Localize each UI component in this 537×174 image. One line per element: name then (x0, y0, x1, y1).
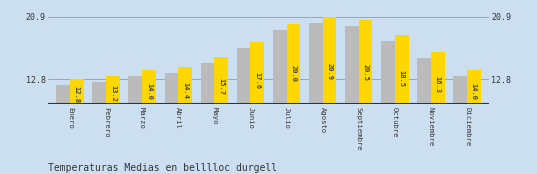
Bar (201, 63, 214, 174)
Bar (395, 35, 409, 174)
Bar (287, 24, 300, 174)
Bar (273, 30, 287, 174)
Bar (237, 48, 250, 174)
Bar (128, 76, 142, 174)
Bar (92, 82, 106, 174)
Bar (323, 17, 336, 174)
Bar (467, 70, 481, 174)
Text: 20.9: 20.9 (326, 63, 332, 80)
Text: 15.7: 15.7 (218, 78, 224, 95)
Text: 12.8: 12.8 (74, 86, 80, 103)
Bar (359, 20, 373, 174)
Text: 14.0: 14.0 (146, 83, 152, 100)
Bar (70, 79, 84, 174)
Text: 16.3: 16.3 (435, 76, 441, 93)
Bar (417, 58, 431, 174)
Bar (106, 76, 120, 174)
Text: 20.0: 20.0 (291, 65, 296, 82)
Bar (250, 42, 264, 174)
Bar (453, 76, 467, 174)
Text: Temperaturas Medias en belllloc durgell: Temperaturas Medias en belllloc durgell (48, 163, 278, 173)
Bar (214, 57, 228, 174)
Bar (142, 70, 156, 174)
Bar (309, 23, 323, 174)
Text: 14.4: 14.4 (182, 82, 188, 99)
Bar (431, 52, 445, 174)
Bar (164, 73, 178, 174)
Text: 20.5: 20.5 (362, 64, 368, 81)
Bar (381, 41, 395, 174)
Text: 18.5: 18.5 (398, 70, 405, 87)
Bar (56, 85, 70, 174)
Text: 13.2: 13.2 (110, 85, 116, 102)
Bar (178, 67, 192, 174)
Text: 17.6: 17.6 (255, 72, 260, 89)
Bar (345, 26, 359, 174)
Text: 14.0: 14.0 (471, 83, 477, 100)
